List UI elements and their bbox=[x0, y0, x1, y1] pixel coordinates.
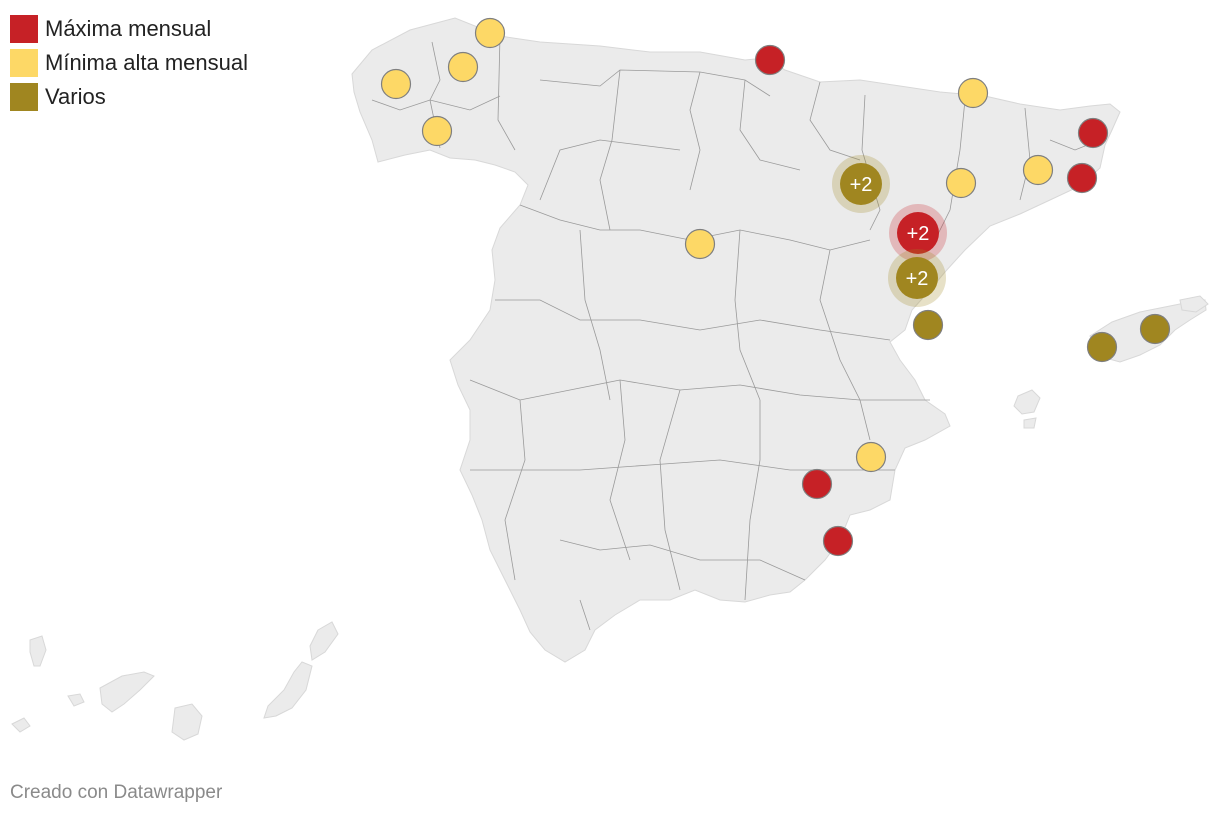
station-dot bbox=[380, 68, 412, 100]
station-marker[interactable] bbox=[447, 51, 479, 83]
fuerteventura-shape bbox=[263, 661, 313, 719]
station-marker[interactable] bbox=[1022, 154, 1054, 186]
station-marker[interactable] bbox=[684, 228, 716, 260]
station-marker[interactable] bbox=[822, 525, 854, 557]
la-gomera-shape bbox=[67, 693, 85, 707]
cluster-marker[interactable]: +2 bbox=[888, 249, 946, 307]
cluster-count: +2 bbox=[906, 268, 929, 290]
peninsula-shape bbox=[351, 17, 1121, 663]
legend-label: Máxima mensual bbox=[45, 16, 212, 41]
station-dot bbox=[1022, 154, 1054, 186]
cluster-count: +2 bbox=[850, 174, 873, 196]
station-marker[interactable] bbox=[1086, 331, 1118, 363]
legend-label: Mínima alta mensual bbox=[45, 50, 248, 75]
tenerife-shape bbox=[99, 671, 155, 713]
station-marker[interactable] bbox=[855, 441, 887, 473]
station-dot bbox=[684, 228, 716, 260]
station-marker[interactable] bbox=[1139, 313, 1171, 345]
station-marker[interactable] bbox=[945, 167, 977, 199]
station-marker[interactable] bbox=[1066, 162, 1098, 194]
station-dot bbox=[822, 525, 854, 557]
province-borders bbox=[371, 35, 1101, 631]
station-dot bbox=[801, 468, 833, 500]
station-marker[interactable] bbox=[380, 68, 412, 100]
cluster-dot bbox=[897, 212, 939, 254]
legend-label: Varios bbox=[45, 84, 106, 109]
station-dot bbox=[1086, 331, 1118, 363]
legend-swatch bbox=[10, 83, 38, 111]
formentera-shape bbox=[1023, 417, 1037, 429]
station-dot bbox=[1066, 162, 1098, 194]
station-dot bbox=[474, 17, 506, 49]
station-dot bbox=[1077, 117, 1109, 149]
cluster-dot bbox=[896, 257, 938, 299]
cluster-count: +2 bbox=[907, 223, 930, 245]
station-dot bbox=[945, 167, 977, 199]
land-layer bbox=[11, 17, 1209, 741]
cluster-marker[interactable]: +2 bbox=[889, 204, 947, 262]
station-marker[interactable] bbox=[754, 44, 786, 76]
station-dot bbox=[754, 44, 786, 76]
station-marker[interactable] bbox=[474, 17, 506, 49]
menorca-shape bbox=[1179, 295, 1209, 313]
cluster-marker[interactable]: +2 bbox=[832, 155, 890, 213]
station-marker[interactable] bbox=[421, 115, 453, 147]
gran-canaria-shape bbox=[171, 703, 203, 741]
legend-item: Mínima alta mensual bbox=[10, 46, 248, 80]
legend-swatch bbox=[10, 49, 38, 77]
ibiza-shape bbox=[1013, 389, 1041, 415]
station-dot bbox=[447, 51, 479, 83]
station-dot bbox=[957, 77, 989, 109]
station-dot bbox=[912, 309, 944, 341]
station-markers: +2 +2 +2 bbox=[380, 17, 1171, 557]
station-marker[interactable] bbox=[801, 468, 833, 500]
credit-text[interactable]: Creado con Datawrapper bbox=[10, 782, 223, 803]
legend-item: Varios bbox=[10, 80, 248, 114]
legend-item: Máxima mensual bbox=[10, 12, 248, 46]
legend-swatch bbox=[10, 15, 38, 43]
station-dot bbox=[1139, 313, 1171, 345]
legend: Máxima mensual Mínima alta mensual Varios bbox=[10, 12, 248, 114]
station-marker[interactable] bbox=[957, 77, 989, 109]
station-marker[interactable] bbox=[1077, 117, 1109, 149]
el-hierro-shape bbox=[11, 717, 31, 733]
lanzarote-shape bbox=[309, 621, 339, 661]
station-marker[interactable] bbox=[912, 309, 944, 341]
la-palma-shape bbox=[29, 635, 47, 667]
station-dot bbox=[421, 115, 453, 147]
station-dot bbox=[855, 441, 887, 473]
cluster-dot bbox=[840, 163, 882, 205]
